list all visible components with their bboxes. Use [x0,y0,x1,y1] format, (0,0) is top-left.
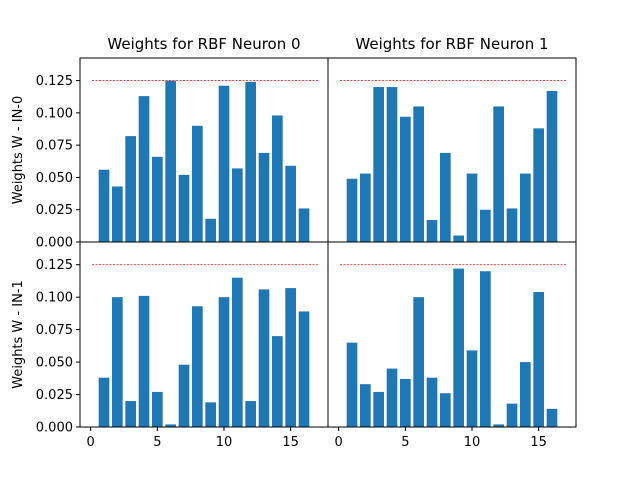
x-tick-label: 15 [530,435,547,450]
bar [413,297,424,427]
y-tick-label: 0.050 [36,356,73,371]
bar [493,106,504,242]
bar [386,87,398,242]
y-tick-label: 0.025 [36,203,73,218]
x-tick-label: 5 [401,435,409,450]
bar [373,87,384,242]
x-tick-label: 0 [87,435,95,450]
bar [165,80,176,242]
subplots: 0.000 0.025 0.050 0.075 0.100 0.125 Weights fo… [11,35,577,450]
bar [533,128,544,242]
bar [178,364,190,427]
y-tick-label: 0.075 [36,139,73,154]
bar [205,218,216,242]
y-tick-label: 0.000 [36,421,73,436]
bar [546,90,558,242]
bar [272,336,283,427]
bar [258,152,270,242]
bar [466,173,478,242]
bar [138,295,150,427]
bar [245,81,256,242]
bar [258,289,270,427]
subplot-title: Weights for RBF Neuron 0 [107,35,300,53]
bar [506,403,518,427]
bar [112,186,123,242]
bar [346,342,358,427]
bar [520,173,531,242]
bar [493,424,504,427]
x-tick-label: 0 [335,435,343,450]
bar [400,378,411,427]
subplot-3: 0 5 10 15 [327,241,577,450]
subplot-2: 0.000 0.025 0.050 0.075 0.100 0.125 0 5 10 15 Weig… [11,241,329,450]
y-axis-label: Weights W - IN-1 [11,280,26,389]
x-tick-label: 15 [282,435,299,450]
x-tick-label: 5 [153,435,161,450]
bar [426,377,438,427]
bar [426,220,438,242]
bar [272,115,283,242]
bar [192,306,203,427]
subplot-title: Weights for RBF Neuron 1 [355,35,548,53]
bar [232,277,243,427]
bar [285,165,296,242]
bar [218,85,230,242]
y-tick-label: 0.100 [36,106,73,121]
bar [546,408,558,427]
bar [285,288,296,427]
bar [533,291,544,427]
bar [232,168,243,242]
bar [506,208,518,242]
x-tick-label: 10 [464,435,481,450]
bar [192,125,203,242]
bar [440,393,451,427]
bar [413,106,424,242]
bar [520,362,531,427]
bar [165,424,176,427]
bar [205,402,216,427]
bar [98,169,110,242]
bar [152,156,163,242]
bar [440,152,451,242]
bar [298,208,310,242]
bar [152,391,163,427]
y-tick-label: 0.000 [36,236,73,251]
subplot-1: Weights for RBF Neuron 1 [327,35,577,243]
bar [245,401,256,427]
bar [480,271,491,427]
bar [386,368,398,427]
y-tick-label: 0.050 [36,171,73,186]
bar [178,174,190,242]
y-tick-label: 0.100 [36,291,73,306]
bar [218,297,230,427]
y-axis-label: Weights W - IN-0 [11,96,26,205]
bar [360,173,371,242]
bar [125,401,136,427]
y-tick-label: 0.025 [36,388,73,403]
bar [125,136,136,242]
bar [98,377,110,427]
bar [466,350,478,427]
bar [400,116,411,242]
y-tick-label: 0.125 [36,74,73,89]
subplot-0: 0.000 0.025 0.050 0.075 0.100 0.125 Weights fo… [11,35,329,251]
bar [453,235,464,242]
bar [138,96,150,243]
bar [360,384,371,427]
bar [346,178,358,242]
y-tick-label: 0.075 [36,323,73,338]
bar [298,311,310,427]
bar [112,297,123,427]
bar [453,268,464,427]
bar [480,209,491,242]
bar [373,391,384,427]
axes-frame [327,241,577,428]
x-tick-label: 10 [216,435,233,450]
y-tick-label: 0.125 [36,258,73,273]
